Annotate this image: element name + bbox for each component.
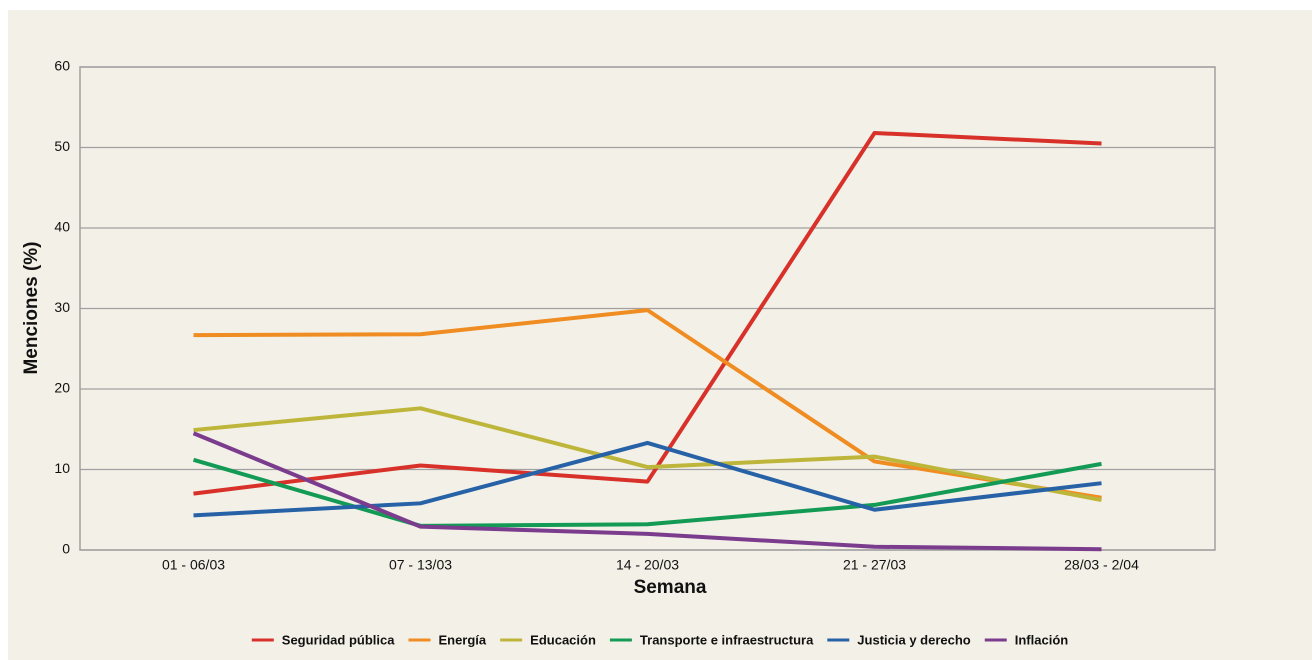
y-tick-label: 30 bbox=[54, 299, 70, 315]
x-tick-label: 28/03 - 2/04 bbox=[1064, 557, 1139, 573]
x-axis-label: Semana bbox=[634, 577, 707, 598]
y-tick-label: 20 bbox=[54, 380, 70, 396]
legend-label: Educación bbox=[530, 632, 596, 647]
y-tick-label: 50 bbox=[54, 138, 70, 154]
legend-label: Energía bbox=[438, 632, 486, 647]
x-tick-label: 14 - 20/03 bbox=[616, 557, 679, 573]
y-tick-label: 60 bbox=[54, 58, 70, 74]
y-tick-label: 10 bbox=[54, 460, 70, 476]
series-line bbox=[193, 440, 1102, 518]
x-tick-label: 07 - 13/03 bbox=[389, 557, 452, 573]
legend-label: Seguridad pública bbox=[282, 632, 395, 647]
y-tick-label: 0 bbox=[62, 541, 70, 557]
x-tick-label: 01 - 06/03 bbox=[162, 557, 225, 573]
x-tick-label: 21 - 27/03 bbox=[843, 557, 906, 573]
series-line bbox=[192, 431, 1102, 552]
series-line bbox=[193, 406, 1102, 503]
legend-label: Transporte e infraestructura bbox=[640, 632, 814, 647]
series-line bbox=[192, 457, 1102, 528]
legend-label: Justicia y derecho bbox=[857, 632, 970, 647]
series-line bbox=[193, 131, 1102, 496]
legend-label: Inflación bbox=[1015, 632, 1069, 647]
plot-border bbox=[79, 66, 1216, 551]
series-line bbox=[193, 308, 1102, 500]
y-axis-label: Menciones (%) bbox=[21, 241, 42, 374]
y-tick-label: 40 bbox=[54, 219, 70, 235]
